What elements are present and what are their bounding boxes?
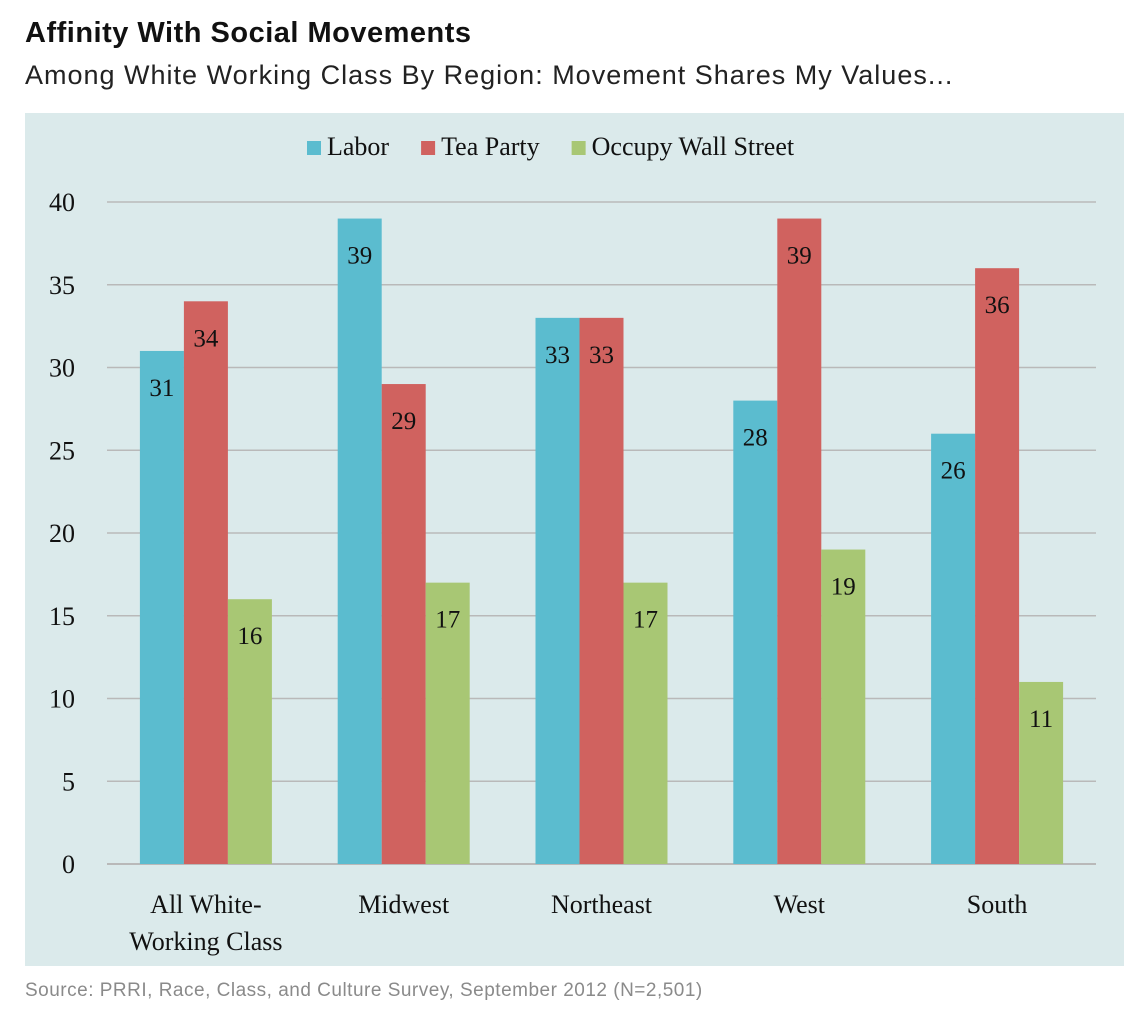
data-label: 19 (831, 574, 856, 601)
legend-swatch (571, 141, 586, 155)
bar-chart: 0 5 10 15 20 25 30 35 40 31 34 16 All White- Working … (49, 132, 1096, 956)
y-tick-label: 35 (49, 271, 75, 300)
legend-swatch (307, 141, 321, 155)
bar (975, 268, 1020, 864)
bar (337, 218, 382, 865)
bar (183, 301, 228, 864)
bar (733, 400, 778, 864)
data-label: 17 (633, 607, 658, 634)
bar (535, 317, 580, 865)
data-label: 16 (237, 623, 262, 650)
bar (931, 433, 976, 864)
data-label: 28 (743, 425, 768, 452)
data-label: 31 (149, 375, 174, 402)
data-label: 34 (193, 325, 219, 352)
data-label: 29 (391, 408, 416, 435)
y-tick-label: 10 (49, 685, 75, 714)
bar (623, 582, 668, 864)
data-label: 36 (985, 292, 1010, 319)
legend-label: Labor (327, 132, 389, 161)
bar (139, 350, 184, 864)
y-tick-label: 25 (49, 436, 75, 465)
legend-swatch (421, 141, 436, 155)
y-tick-label: 5 (62, 767, 75, 796)
data-label: 11 (1029, 706, 1053, 733)
chart-title: Affinity With Social Movements (25, 17, 472, 49)
y-tick-label: 20 (49, 519, 75, 548)
data-label: 33 (589, 342, 614, 369)
bar (381, 384, 426, 864)
bar (425, 582, 470, 864)
x-tick-label: Midwest (358, 890, 450, 919)
bar (1019, 681, 1064, 864)
x-tick-label: West (774, 890, 826, 919)
data-label: 26 (941, 458, 966, 485)
bar (227, 599, 272, 864)
data-label: 39 (787, 243, 812, 270)
data-label: 17 (435, 607, 460, 634)
bar (821, 549, 866, 864)
y-tick-label: 15 (49, 602, 75, 631)
legend-label: Occupy Wall Street (592, 132, 795, 161)
y-tick-label: 40 (49, 188, 75, 217)
data-label: 39 (347, 243, 372, 270)
data-label: 33 (545, 342, 570, 369)
x-tick-label: Working Class (129, 927, 282, 956)
bar (579, 317, 624, 865)
x-tick-label: South (967, 890, 1028, 919)
x-tick-label: All White- (150, 890, 261, 919)
source-note: Source: PRRI, Race, Class, and Culture S… (25, 980, 703, 1001)
bar (777, 218, 822, 865)
y-tick-label: 0 (62, 850, 75, 879)
chart-subtitle: Among White Working Class By Region: Mov… (25, 60, 954, 90)
legend-label: Tea Party (441, 132, 540, 161)
x-tick-label: Northeast (551, 890, 653, 919)
y-tick-label: 30 (49, 354, 75, 383)
chart-panel: 0 5 10 15 20 25 30 35 40 31 34 16 All White- Working … (25, 113, 1124, 966)
